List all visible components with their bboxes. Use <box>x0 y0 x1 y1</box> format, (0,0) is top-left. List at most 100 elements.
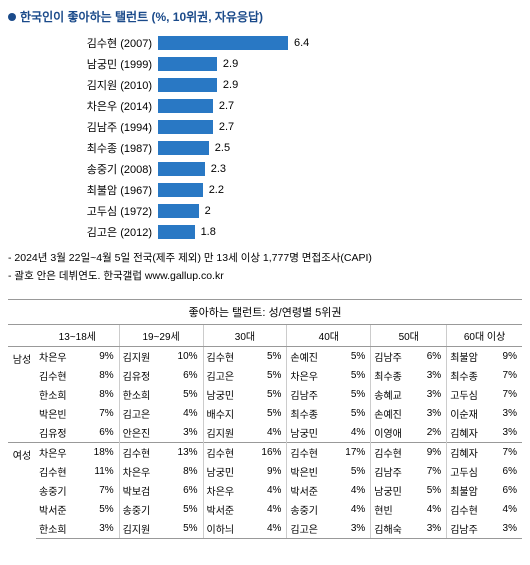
cell-pct: 6% <box>493 481 522 500</box>
talent-name: 최불암 <box>87 185 117 197</box>
talent-name: 송중기 <box>87 164 117 176</box>
cell-name: 손예진 <box>287 346 333 366</box>
cell-pct: 16% <box>249 442 287 462</box>
bar-row: 남궁민 (1999) 2.9 <box>8 54 522 73</box>
cell-pct: 6% <box>165 481 203 500</box>
chart-title-text: 한국인이 좋아하는 탤런트 (%, 10위권, 자유응답) <box>20 8 263 25</box>
footnotes: - 2024년 3월 22일~4월 5일 전국(제주 제외) 만 13세 이상 … <box>8 251 522 285</box>
bar-value: 2.9 <box>223 58 238 70</box>
bar-row: 송중기 (2008) 2.3 <box>8 159 522 178</box>
cell-name: 현빈 <box>371 500 417 519</box>
bar-value: 6.4 <box>294 37 309 49</box>
bar-row: 김지원 (2010)2.9 <box>8 75 522 94</box>
debut-year: (1972) <box>120 206 152 218</box>
bar-label: 김지원 (2010) <box>8 77 158 93</box>
cell-pct: 8% <box>81 366 119 385</box>
cell-pct: 7% <box>81 404 119 423</box>
bar-fill <box>158 204 199 218</box>
cell-pct: 8% <box>165 462 203 481</box>
cell-name: 최수종 <box>447 366 493 385</box>
bar-row: 최불암 (1967)2.2 <box>8 180 522 199</box>
cell-pct: 9% <box>249 462 287 481</box>
cell-name: 김혜자 <box>447 423 493 443</box>
talent-name: 김수현 <box>87 38 117 50</box>
cell-name: 송중기 <box>287 500 333 519</box>
cell-pct: 11% <box>81 462 119 481</box>
talent-name: 최수종 <box>87 143 117 155</box>
cell-pct: 9% <box>81 346 119 366</box>
bar-fill <box>158 141 209 155</box>
header-blank <box>8 324 36 346</box>
cell-name: 이하늬 <box>203 519 249 539</box>
bar-fill <box>158 183 203 197</box>
debut-year: (2012) <box>120 227 152 239</box>
age-header: 19~29세 <box>119 324 203 346</box>
cell-pct: 18% <box>81 442 119 462</box>
bar-fill <box>158 120 213 134</box>
cell-name: 한소희 <box>119 385 165 404</box>
cell-name: 차은우 <box>287 366 333 385</box>
cell-pct: 3% <box>417 404 447 423</box>
cell-name: 송중기 <box>119 500 165 519</box>
cell-pct: 4% <box>333 500 371 519</box>
cell-name: 김수현 <box>36 462 81 481</box>
bar-wrap: 2.2 <box>158 183 522 197</box>
cell-name: 배수지 <box>203 404 249 423</box>
cell-pct: 5% <box>249 385 287 404</box>
cell-name: 남궁민 <box>287 423 333 443</box>
cell-name: 김유정 <box>119 366 165 385</box>
cell-name: 차은우 <box>119 462 165 481</box>
bar-wrap: 2.3 <box>158 162 522 176</box>
cell-name: 남궁민 <box>371 481 417 500</box>
cell-name: 고두심 <box>447 462 493 481</box>
cell-name: 손예진 <box>371 404 417 423</box>
cell-name: 김남주 <box>287 385 333 404</box>
cell-pct: 13% <box>165 442 203 462</box>
note-line: - 2024년 3월 22일~4월 5일 전국(제주 제외) 만 13세 이상 … <box>8 251 522 267</box>
bar-label: 남궁민 (1999) <box>8 56 158 72</box>
table-title: 좋아하는 탤런트: 성/연령별 5위권 <box>8 299 522 324</box>
debut-year: (2008) <box>120 164 152 176</box>
cell-name: 최수종 <box>371 366 417 385</box>
cell-pct: 3% <box>333 519 371 539</box>
cell-pct: 3% <box>493 519 522 539</box>
debut-year: (2007) <box>120 38 152 50</box>
cell-pct: 3% <box>417 385 447 404</box>
bar-label: 김수현 (2007) <box>8 35 158 51</box>
gender-label: 남성 <box>8 346 36 442</box>
cell-pct: 7% <box>493 366 522 385</box>
cell-name: 박은빈 <box>287 462 333 481</box>
bar-wrap: 2.7 <box>158 99 522 113</box>
bar-label: 최수종 (1987) <box>8 140 158 156</box>
cell-pct: 7% <box>81 481 119 500</box>
cell-name: 김수현 <box>287 442 333 462</box>
cell-name: 고두심 <box>447 385 493 404</box>
cell-name: 김남주 <box>371 346 417 366</box>
cell-name: 최수종 <box>287 404 333 423</box>
cell-pct: 4% <box>165 404 203 423</box>
bar-wrap: 2.9 <box>158 78 522 92</box>
bar-row: 최수종 (1987) 2.5 <box>8 138 522 157</box>
bar-value: 2.5 <box>215 142 230 154</box>
debut-year: (1987) <box>120 143 152 155</box>
cell-pct: 5% <box>333 462 371 481</box>
bar-fill <box>158 162 205 176</box>
gender-label: 여성 <box>8 442 36 538</box>
bar-row: 고두심 (1972)2 <box>8 201 522 220</box>
cell-name: 최불암 <box>447 346 493 366</box>
cell-name: 박보검 <box>119 481 165 500</box>
bar-row: 김수현 (2007) 6.4 <box>8 33 522 52</box>
cell-name: 한소희 <box>36 519 81 539</box>
cell-name: 김남주 <box>447 519 493 539</box>
cell-name: 박서준 <box>203 500 249 519</box>
cell-pct: 5% <box>333 346 371 366</box>
bar-row: 김남주 (1994)2.7 <box>8 117 522 136</box>
cell-pct: 5% <box>333 366 371 385</box>
bar-wrap: 2.5 <box>158 141 522 155</box>
cell-name: 송중기 <box>36 481 81 500</box>
bar-label: 최불암 (1967) <box>8 182 158 198</box>
bar-wrap: 1.8 <box>158 225 522 239</box>
cell-name: 박서준 <box>36 500 81 519</box>
age-header: 50대 <box>371 324 447 346</box>
cell-name: 김수현 <box>447 500 493 519</box>
